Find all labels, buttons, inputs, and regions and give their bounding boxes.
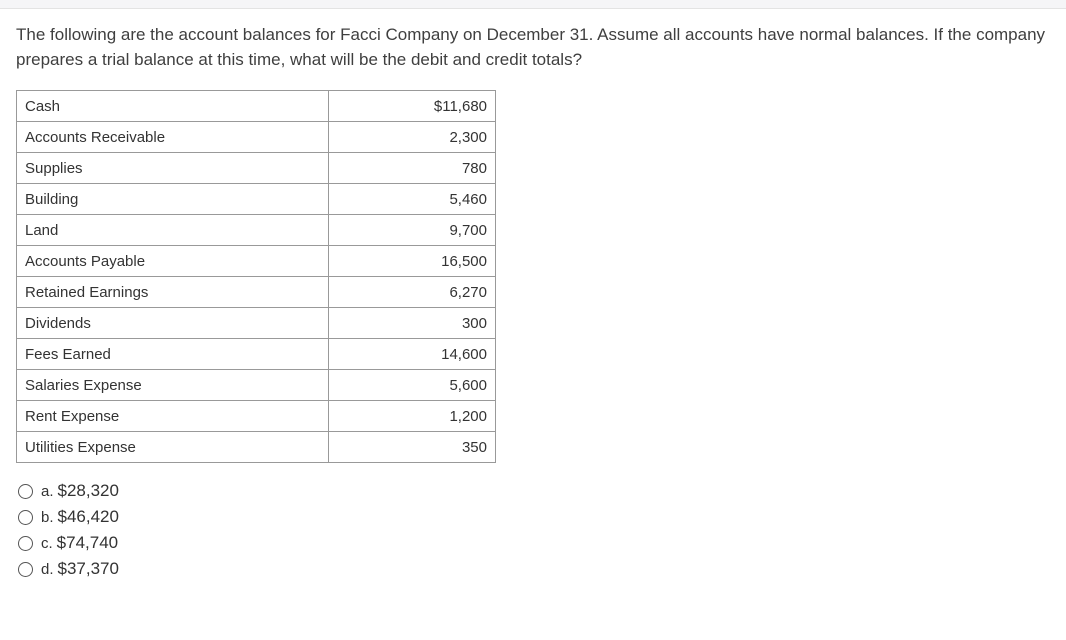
table-row: Salaries Expense 5,600 [17,370,496,401]
account-label: Retained Earnings [17,277,329,308]
option-letter: b. [41,509,54,526]
accounts-table: Cash $11,680 Accounts Receivable 2,300 S… [16,90,496,463]
option-letter: d. [41,561,54,578]
table-row: Building 5,460 [17,184,496,215]
account-amount: 780 [329,153,496,184]
table-row: Cash $11,680 [17,91,496,122]
account-amount: 16,500 [329,246,496,277]
table-row: Dividends 300 [17,308,496,339]
table-row: Land 9,700 [17,215,496,246]
radio-icon [18,562,33,577]
account-amount: 14,600 [329,339,496,370]
radio-icon [18,536,33,551]
account-amount: 2,300 [329,122,496,153]
account-amount: 6,270 [329,277,496,308]
accounts-table-body: Cash $11,680 Accounts Receivable 2,300 S… [17,91,496,463]
account-label: Land [17,215,329,246]
table-row: Retained Earnings 6,270 [17,277,496,308]
account-label: Salaries Expense [17,370,329,401]
option-value: $28,320 [58,481,119,501]
answer-options: a. $28,320 b. $46,420 c. $74,740 d. $37,… [18,481,1050,579]
table-row: Fees Earned 14,600 [17,339,496,370]
top-bar [0,0,1066,9]
table-row: Accounts Payable 16,500 [17,246,496,277]
table-row: Supplies 780 [17,153,496,184]
option-a[interactable]: a. $28,320 [18,481,1050,501]
table-row: Utilities Expense 350 [17,432,496,463]
account-label: Utilities Expense [17,432,329,463]
radio-icon [18,484,33,499]
option-value: $46,420 [58,507,119,527]
question-text: The following are the account balances f… [16,23,1046,72]
account-label: Fees Earned [17,339,329,370]
account-amount: 5,460 [329,184,496,215]
option-c[interactable]: c. $74,740 [18,533,1050,553]
account-label: Dividends [17,308,329,339]
radio-icon [18,510,33,525]
account-amount: 9,700 [329,215,496,246]
question-container: The following are the account balances f… [0,9,1066,605]
account-label: Accounts Receivable [17,122,329,153]
option-b[interactable]: b. $46,420 [18,507,1050,527]
table-row: Accounts Receivable 2,300 [17,122,496,153]
option-d[interactable]: d. $37,370 [18,559,1050,579]
account-label: Cash [17,91,329,122]
option-letter: c. [41,535,53,552]
table-row: Rent Expense 1,200 [17,401,496,432]
account-amount: $11,680 [329,91,496,122]
option-value: $74,740 [57,533,118,553]
account-label: Accounts Payable [17,246,329,277]
account-amount: 5,600 [329,370,496,401]
option-letter: a. [41,483,54,500]
account-amount: 300 [329,308,496,339]
account-amount: 1,200 [329,401,496,432]
account-amount: 350 [329,432,496,463]
account-label: Building [17,184,329,215]
account-label: Rent Expense [17,401,329,432]
account-label: Supplies [17,153,329,184]
option-value: $37,370 [58,559,119,579]
